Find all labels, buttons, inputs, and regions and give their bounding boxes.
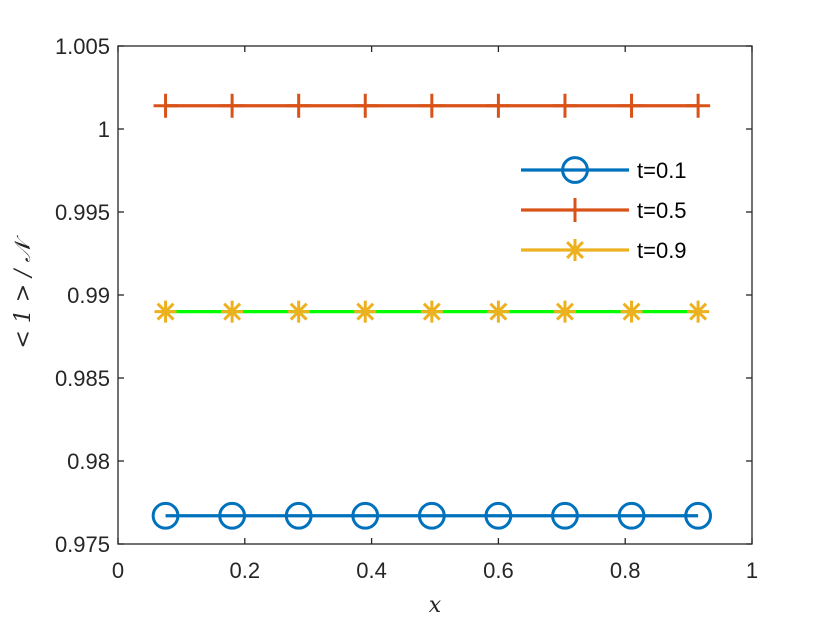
y-tick-label: 1 — [98, 117, 110, 142]
circle-marker — [484, 501, 513, 530]
plot-area — [118, 46, 752, 544]
series-t=0.1 — [151, 501, 713, 530]
legend-label: t=0.1 — [637, 158, 687, 183]
plus-marker — [552, 93, 577, 118]
x-tick-label: 0.2 — [230, 558, 261, 583]
asterisk-marker — [420, 300, 443, 323]
circle-marker — [417, 501, 446, 530]
asterisk-marker — [354, 300, 377, 323]
y-tick-label: 1.005 — [55, 34, 110, 59]
asterisk-marker — [154, 300, 177, 323]
circle-marker — [218, 501, 247, 530]
circle-marker — [684, 501, 713, 530]
series-layer — [151, 93, 713, 530]
y-tick-label: 0.985 — [55, 366, 110, 391]
legend-label: t=0.5 — [637, 198, 687, 223]
plus-marker — [486, 93, 511, 118]
legend-entry: t=0.5 — [521, 198, 687, 223]
circle-marker — [617, 501, 646, 530]
asterisk-marker — [620, 300, 643, 323]
circle-marker — [561, 156, 589, 184]
circle-marker — [151, 501, 180, 530]
series-t=0.5 — [153, 93, 711, 118]
plus-marker — [686, 93, 711, 118]
legend-entry: t=0.1 — [521, 156, 687, 184]
circle-marker — [284, 501, 313, 530]
x-tick-label: 1 — [746, 558, 758, 583]
y-axis-label: < 1 > / 𝒩 — [11, 234, 36, 348]
legend-label: t=0.9 — [637, 238, 687, 263]
legend-entry: t=0.9 — [521, 238, 687, 263]
plus-marker — [286, 93, 311, 118]
x-tick-label: 0.6 — [483, 558, 514, 583]
plus-marker — [353, 93, 378, 118]
asterisk-marker — [687, 300, 710, 323]
asterisk-marker — [553, 300, 576, 323]
y-tick-label: 0.995 — [55, 200, 110, 225]
x-tick-label: 0 — [112, 558, 124, 583]
legend: t=0.1 t=0.5 t=0.9 — [521, 156, 687, 263]
plus-marker — [153, 93, 178, 118]
asterisk-marker — [221, 300, 244, 323]
y-tick-label: 0.99 — [67, 283, 110, 308]
asterisk-marker — [487, 300, 510, 323]
plus-marker — [419, 93, 444, 118]
circle-marker — [551, 501, 579, 530]
y-tick-label: 0.975 — [55, 532, 110, 557]
plus-marker — [563, 198, 587, 222]
plus-marker — [619, 93, 644, 118]
circle-marker — [351, 501, 380, 530]
ticks-layer: 0 0.2 0.4 0.6 0.8 1 0.975 0.98 0.985 0.99 0.995 1 1.… — [55, 34, 758, 583]
plus-marker — [220, 93, 245, 118]
y-tick-label: 0.98 — [67, 449, 110, 474]
series-t=0.9 — [154, 300, 710, 323]
asterisk-marker — [564, 239, 586, 261]
asterisk-marker — [287, 300, 310, 323]
x-axis-label: x — [429, 593, 442, 618]
x-tick-label: 0.8 — [610, 558, 641, 583]
x-tick-label: 0.4 — [356, 558, 387, 583]
